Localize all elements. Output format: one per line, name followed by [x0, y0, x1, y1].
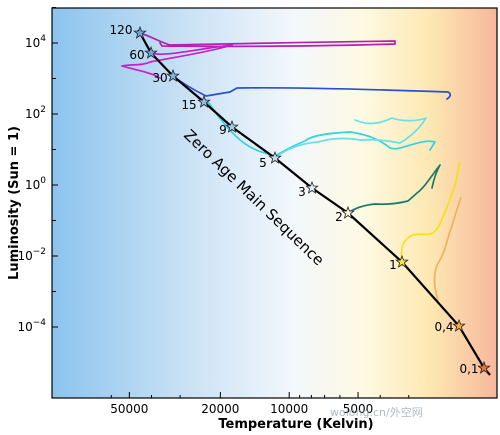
- zams-mass-label: 0,1: [459, 362, 478, 376]
- zams-star-marker: [477, 360, 491, 374]
- y-tick-base: 10: [17, 320, 32, 334]
- zams-mass-labels: 120 60 30 15 9 5 3 2 1 0,4 0,1: [110, 23, 479, 376]
- track-9-msun: [274, 117, 427, 159]
- zams-star-marker: [133, 25, 147, 39]
- plot-background: [52, 8, 497, 398]
- zams-mass-label: 3: [298, 185, 306, 199]
- zams-star-marker: [144, 45, 158, 59]
- zams-mass-label: 60: [129, 48, 144, 62]
- track-60-msun: [121, 44, 233, 79]
- zams-mass-label: 2: [335, 210, 343, 224]
- y-tick-base: 10: [25, 36, 40, 50]
- zams-stars: [133, 25, 491, 374]
- y-tick-label: 10−4: [17, 318, 46, 334]
- y-tick-label: 10−2: [17, 247, 46, 263]
- zams-star-marker: [268, 150, 282, 164]
- track-30-msun: [172, 75, 452, 100]
- zams-mass-label: 1: [389, 258, 397, 272]
- x-tick-label: 50000: [110, 402, 148, 416]
- zams-mass-label: 120: [110, 23, 133, 37]
- zams-mass-label: 30: [152, 71, 167, 85]
- y-tick-label: 104: [25, 34, 46, 50]
- watermark: wolong.cn/外空网: [330, 405, 423, 419]
- y-tick-exponent: −2: [33, 247, 46, 257]
- plot-frame: [51, 7, 498, 399]
- zams-star-marker: [166, 68, 180, 82]
- y-tick-exponent: 0: [40, 176, 46, 186]
- zams-mass-label: 5: [259, 156, 267, 170]
- zams-star-marker: [197, 94, 211, 108]
- y-tick-exponent: 4: [40, 34, 46, 44]
- x-tick-label: 10000: [270, 402, 308, 416]
- y-axis-ticks: 10610410210010−210−4: [17, 7, 58, 334]
- y-tick-label: 102: [25, 105, 46, 121]
- y-axis-title: Luminosity (Sun = 1): [7, 126, 22, 280]
- y-tick-exponent: −4: [33, 318, 47, 328]
- y-tick-base: 10: [25, 178, 40, 192]
- x-axis-ticks: 50000 20000 10000 5000: [110, 392, 410, 416]
- track-5-msun: [347, 164, 441, 214]
- y-tick-label: 100: [25, 176, 46, 192]
- zams-mass-label: 15: [181, 98, 196, 112]
- x-axis-title: Temperature (Kelvin): [218, 417, 373, 432]
- track-2-msun: [400, 161, 461, 263]
- y-tick-base: 10: [25, 107, 40, 121]
- evolution-tracks: [121, 32, 462, 301]
- track-120-msun: [139, 32, 396, 48]
- x-tick-label: 20000: [201, 402, 239, 416]
- y-tick-exponent: 2: [40, 105, 46, 115]
- zams-star-marker: [452, 318, 466, 332]
- x-tick-label: 5000: [343, 402, 374, 416]
- zams-star-marker: [395, 254, 409, 268]
- track-1-msun: [433, 197, 462, 301]
- zams-mass-label: 9: [219, 123, 227, 137]
- zams-mass-label: 0,4: [434, 320, 453, 334]
- zams-star-marker: [225, 119, 239, 133]
- zams-star-marker: [341, 205, 355, 219]
- y-tick-base: 10: [17, 249, 32, 263]
- zams-star-marker: [305, 180, 319, 194]
- track-15-msun: [203, 101, 436, 157]
